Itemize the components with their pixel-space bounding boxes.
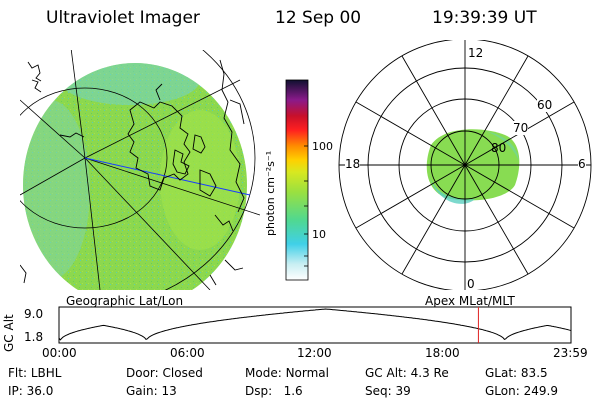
longitude-lines <box>20 50 260 290</box>
colorbar-tick-10: 10 <box>312 228 326 241</box>
info-flt: Flt: LBHL <box>8 366 62 380</box>
orbit-axis-label: GC Alt <box>2 314 16 352</box>
geographic-image <box>20 50 260 290</box>
mlat-label-60: 60 <box>537 98 553 112</box>
info-seq: Seq: 39 <box>365 384 411 398</box>
time-tick-2359: 23:59 <box>553 346 588 360</box>
orbit-plot <box>58 306 572 344</box>
info-glon: GLon: 249.9 <box>485 384 558 398</box>
orbit-altitude-curve <box>58 308 572 341</box>
orbit-ymin: 1.8 <box>24 330 44 344</box>
coastlines <box>20 59 245 286</box>
info-door: Door: Closed <box>126 366 203 380</box>
orbit-ymax: 9.0 <box>24 307 44 321</box>
info-glat: GLat: 83.5 <box>485 366 548 380</box>
mlt-spokes <box>339 40 591 290</box>
polar-plot <box>338 40 592 290</box>
orbit-plot-frame <box>58 306 572 344</box>
latitude-circle <box>164 50 256 290</box>
mlt-label-12: 12 <box>468 46 484 60</box>
left-panel-caption: Geographic Lat/Lon <box>66 294 184 308</box>
mlat-label-70: 70 <box>513 121 529 135</box>
info-gain: Gain: 13 <box>126 384 177 398</box>
info-ip: IP: 36.0 <box>8 384 54 398</box>
right-panel-caption: Apex MLat/MLT <box>425 294 515 308</box>
mlt-label-18: 18 <box>345 157 361 171</box>
info-gc-alt: GC Alt: 4.3 Re <box>365 366 449 380</box>
time-tick-0600: 06:00 <box>170 346 205 360</box>
info-mode: Mode: Normal <box>245 366 329 380</box>
time-tick-1800: 18:00 <box>425 346 460 360</box>
app-title: Ultraviolet Imager <box>46 8 200 28</box>
mlt-label-6: 6 <box>578 157 586 171</box>
date-label: 12 Sep 00 <box>275 8 362 28</box>
time-tick-0000: 00:00 <box>42 346 77 360</box>
colorbar: photon cm⁻²s⁻¹ <box>264 79 309 281</box>
time-tick-1200: 12:00 <box>297 346 332 360</box>
colorbar-unit-label: photon cm⁻²s⁻¹ <box>264 151 277 236</box>
colorbar-scale <box>285 79 309 281</box>
time-label: 19:39:39 UT <box>432 8 537 28</box>
colorbar-tick-100: 100 <box>312 140 333 153</box>
latitude-circle <box>20 87 168 229</box>
mlat-label-80: 80 <box>491 141 507 155</box>
mlt-label-0: 0 <box>467 277 475 291</box>
info-dsp: Dsp: 1.6 <box>245 384 303 398</box>
